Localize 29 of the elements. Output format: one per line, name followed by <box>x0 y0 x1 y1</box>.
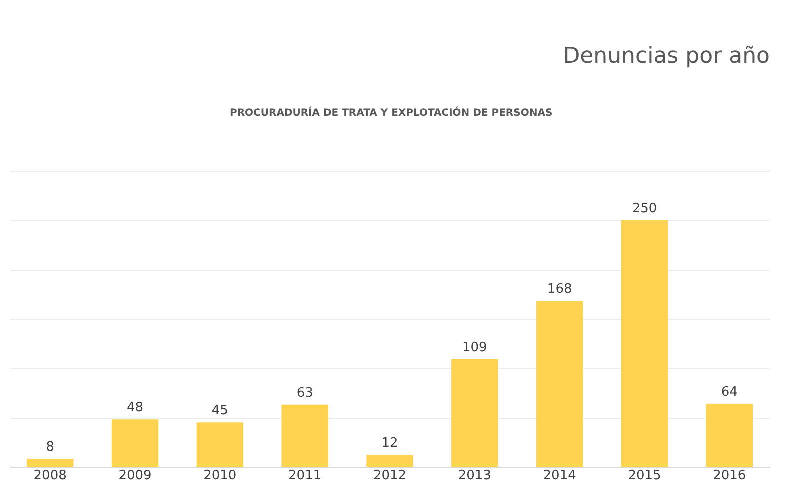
data-label: 109 <box>462 340 488 356</box>
bar <box>706 404 754 467</box>
bar <box>196 422 244 467</box>
data-label: 12 <box>382 436 398 452</box>
x-tick-label: 2014 <box>543 468 576 484</box>
bar <box>621 220 668 467</box>
x-tick-label: 2015 <box>628 468 662 484</box>
bar <box>26 459 74 467</box>
x-tick-label: 2009 <box>118 468 152 484</box>
data-label: 48 <box>126 400 144 416</box>
data-label: 64 <box>721 384 738 400</box>
data-label: 8 <box>46 440 54 456</box>
bar <box>536 301 584 467</box>
chart-title: Denuncias por año <box>563 44 770 69</box>
data-label: 168 <box>547 282 572 298</box>
x-tick-label: 2010 <box>204 468 237 484</box>
x-tick-label: 2012 <box>373 468 407 484</box>
data-label: 250 <box>632 201 658 216</box>
bar <box>366 455 414 467</box>
x-tick-label: 2016 <box>713 468 746 484</box>
text: PROCURADURÍA DE TRATA Y EXPLOTACIÓN DE PERSONAS <box>230 106 553 119</box>
x-tick-label: 2011 <box>288 468 322 484</box>
bar <box>282 404 328 467</box>
data-label: 63 <box>296 386 314 401</box>
bar <box>452 359 498 467</box>
x-tick-label: 2013 <box>458 468 492 484</box>
bar <box>112 420 159 467</box>
x-tick-label: 2008 <box>34 468 67 484</box>
data-label: 45 <box>212 404 228 419</box>
